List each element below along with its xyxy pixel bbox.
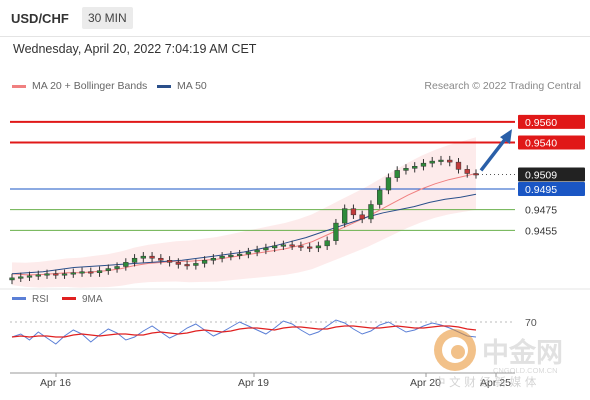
candle-body <box>324 240 330 247</box>
candle-body <box>158 257 164 261</box>
candle-body <box>263 247 269 251</box>
candle-body <box>9 277 15 281</box>
rsi-line <box>11 319 477 345</box>
legend-ma20-label: MA 20 + Bollinger Bands <box>32 80 148 92</box>
timeframe-tab[interactable]: 30 MIN <box>82 7 133 29</box>
candle-body <box>79 271 85 274</box>
level-label-0.9455: 0.9455 <box>525 225 557 237</box>
candle-body <box>175 262 181 265</box>
candle-body <box>228 254 234 257</box>
legend-ma20-swatch <box>12 84 26 88</box>
candle-body <box>307 246 313 249</box>
bollinger-band <box>12 137 476 288</box>
candle-body <box>254 249 260 253</box>
watermark-site: CNGOLD.COM.CN <box>493 366 558 375</box>
candle-body <box>280 244 287 247</box>
candle-body <box>70 272 76 275</box>
candle-body <box>473 173 479 176</box>
forecast-arrow-shaft <box>479 136 508 172</box>
candle-body <box>131 257 138 263</box>
watermark-core <box>451 345 465 359</box>
candle-body <box>377 189 383 205</box>
legend-ma50-swatch <box>157 84 171 88</box>
candle-body <box>88 271 94 274</box>
candle-body <box>298 245 304 248</box>
research-credit: Research © 2022 Trading Central <box>424 80 581 92</box>
candle-body <box>18 276 24 279</box>
level-label-0.9560: 0.9560 <box>525 117 557 129</box>
candle-body <box>412 166 418 169</box>
report-datetime: Wednesday, April 20, 2022 7:04:19 AM CET <box>13 42 257 56</box>
candle-body <box>35 274 41 277</box>
indicator-legend-rsi: RSI <box>32 294 49 305</box>
candle-body <box>140 255 146 259</box>
level-tag-pivot <box>518 182 585 196</box>
candle-body <box>236 253 243 256</box>
legend-ma50: MA 50 <box>157 80 207 92</box>
legend-ma50-label: MA 50 <box>177 80 207 92</box>
x-tick-label: Apr 20 <box>410 377 441 389</box>
candle-body <box>193 263 199 266</box>
candle-body <box>245 251 252 255</box>
candle-body <box>53 273 59 276</box>
x-tick-label: Apr 25 <box>480 377 511 389</box>
candle-body <box>271 245 278 249</box>
indicator-legend-swatch-rsi <box>12 297 26 300</box>
forecast-arrow-head <box>500 129 512 145</box>
indicator-legend-swatch-9ma <box>62 297 76 300</box>
candle-body <box>184 264 190 267</box>
candle-body <box>26 275 33 278</box>
level-tag-resistance <box>518 135 585 150</box>
candle-body <box>342 208 348 224</box>
watermark-name: 中金网 <box>482 337 563 369</box>
candle-body <box>420 162 427 167</box>
candle-body <box>201 260 208 264</box>
level-label-0.9475: 0.9475 <box>525 205 557 217</box>
candle-body <box>114 266 120 269</box>
x-tick-label: Apr 16 <box>40 377 71 389</box>
candles <box>9 155 479 285</box>
candle-body <box>394 170 400 178</box>
candle-body <box>403 168 409 171</box>
candle-body <box>429 160 435 164</box>
x-tick-label: Apr 19 <box>238 377 269 389</box>
candle-body <box>438 159 444 162</box>
rsi-9ma-line <box>11 325 477 338</box>
candle-body <box>105 268 111 271</box>
candle-body <box>350 208 357 216</box>
level-tag-current <box>518 167 585 182</box>
level-label-0.9509: 0.9509 <box>525 170 557 182</box>
candle-body <box>149 255 155 259</box>
candle-body <box>464 169 470 174</box>
watermark-tagline: 中 文 财 经 新 媒 体 <box>434 375 537 389</box>
candle-body <box>123 262 129 267</box>
candle-body <box>219 255 225 259</box>
candle-body <box>210 257 217 261</box>
candle-body <box>447 159 453 163</box>
candle-body <box>96 270 103 273</box>
candle-body <box>289 244 295 247</box>
level-tag-resistance <box>518 114 585 129</box>
indicator-legend-9ma: 9MA <box>82 294 103 305</box>
candle-body <box>315 245 322 249</box>
candle-body <box>333 222 339 241</box>
level-label-0.9540: 0.9540 <box>525 138 557 150</box>
candle-body <box>455 161 462 170</box>
candle-body <box>44 273 50 276</box>
candle-body <box>61 273 68 276</box>
candle-body <box>359 214 365 220</box>
rsi-tick-label: 70 <box>525 317 537 329</box>
symbol-title: USD/CHF <box>11 11 69 26</box>
level-label-0.9495: 0.9495 <box>525 184 557 196</box>
legend-ma20: MA 20 + Bollinger Bands <box>12 80 147 92</box>
candle-body <box>166 260 173 263</box>
top-bar: USD/CHF 30 MIN <box>0 0 590 37</box>
candle-body <box>368 204 374 220</box>
candle-body <box>385 177 392 191</box>
ma50-line <box>11 193 477 275</box>
